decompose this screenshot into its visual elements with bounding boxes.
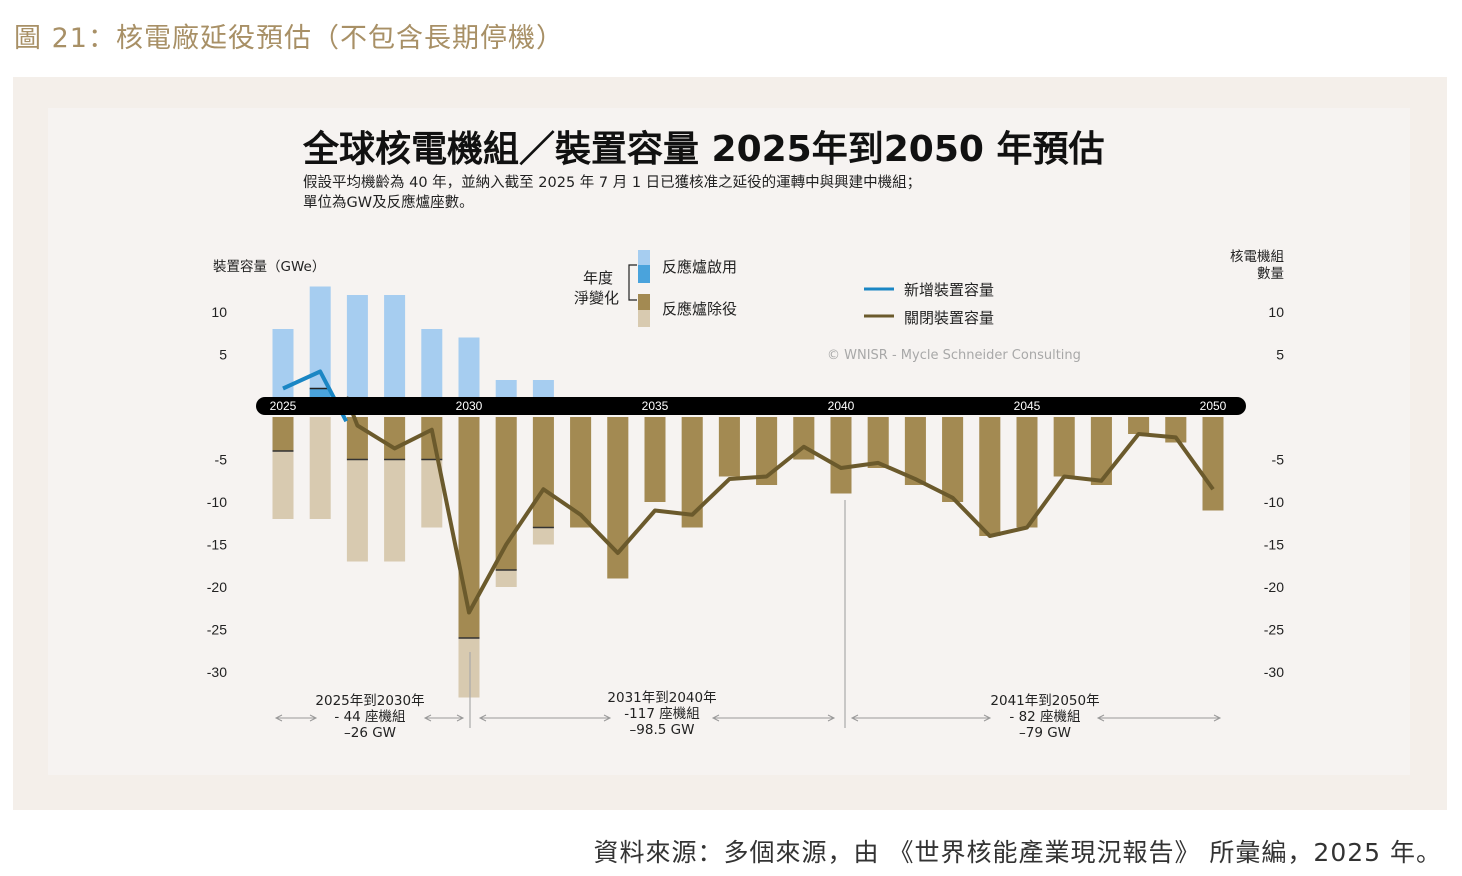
startup-bar-2027 [346,295,368,397]
net-change-bar-2040 [830,417,852,494]
year-axis-band [256,397,1246,415]
x-tick-label-2030: 2030 [456,399,483,413]
chart-subtitle-line-1: 假設平均機齡為 40 年，並納入截至 2025 年 7 月 1 日已獲核准之延役… [303,175,922,191]
period-1-annotation: 2025年到2030年 - 44 座機組 –26 GW [280,693,460,741]
period-3-arrow-left-head-left [850,714,859,722]
period-2-label: 2031年到2040年 [607,690,717,706]
legend-added-capacity: 新增裝置容量 [904,281,995,299]
right-y-tick-5: 5 [1276,347,1284,363]
left-y-tick--30: -30 [207,664,227,680]
legend-startup-net-swatch [638,265,650,283]
period-3-arrow-left-head-right [983,714,992,722]
period-1-units: - 44 座機組 [334,709,406,725]
net-change-bar-2036 [681,417,703,528]
period-2-arrow-right-head-right [827,714,836,722]
left-y-tick-5: 5 [219,347,227,363]
period-1-arrow-left-head-left [274,714,283,722]
net-change-bar-2026 [309,388,331,397]
x-tick-label-2025: 2025 [270,399,297,413]
legend-net-change-line-1: 年度 [583,269,614,287]
period-2-annotation: 2031年到2040年 -117 座機組 –98.5 GW [572,690,752,738]
right-y-tick--10: -10 [1264,494,1284,510]
left-y-tick--25: -25 [207,622,227,638]
net-change-bar-2048 [1128,417,1150,434]
startup-bar-2025 [272,329,294,397]
startup-bar-2026 [309,286,331,397]
right-y-tick--25: -25 [1264,622,1284,638]
legend-startups: 反應爐啟用 [662,258,738,276]
x-tick-label-2050: 2050 [1200,399,1227,413]
net-change-bar-2034 [607,417,629,579]
period-3-annotation: 2041年到2050年 - 82 座機組 –79 GW [955,693,1135,741]
right-y-tick--30: -30 [1264,664,1284,680]
figure-title: 圖 21：核電廠延役預估（不包含長期停機） [14,23,564,54]
period-1-capacity: –26 GW [343,725,397,741]
x-tick-label-2040: 2040 [828,399,855,413]
legend-closures: 反應爐除役 [662,300,738,318]
net-change-bar-2037 [718,417,740,477]
left-y-tick-10: 10 [211,304,227,320]
right-y-tick--5: -5 [1272,452,1285,468]
period-1-arrow-right-head-left [423,714,432,722]
net-change-bar-2035 [644,417,666,502]
net-change-bar-2043 [942,417,964,502]
left-axis-title: 裝置容量（GWe） [213,259,326,275]
period-3-arrow-right-head-left [1096,714,1105,722]
left-y-tick--10: -10 [207,494,227,510]
x-tick-label-2045: 2045 [1014,399,1041,413]
startup-bar-2030 [458,337,480,397]
net-change-bar-2041 [867,417,889,468]
period-2-arrow-left-head-right [603,714,612,722]
net-change-bar-2032 [532,417,554,528]
startup-bar-2029 [421,329,443,397]
legend-bracket [628,264,637,301]
right-y-tick--20: -20 [1264,579,1284,595]
right-y-tick-10: 10 [1268,304,1284,320]
x-tick-label-2035: 2035 [642,399,669,413]
legend-closure-net-swatch [638,294,650,310]
right-axis-title-line-2: 數量 [1257,266,1284,282]
net-change-bar-2033 [570,417,592,528]
period-2-units: -117 座機組 [624,706,700,722]
period-3-arrow-right-head-right [1213,714,1222,722]
closed-capacity-line [344,396,1215,615]
period-3-label: 2041年到2050年 [990,693,1100,709]
left-y-tick--5: -5 [215,452,228,468]
period-3-capacity: –79 GW [1018,725,1072,741]
right-y-tick--15: -15 [1264,537,1284,553]
net-change-bar-2045 [1016,417,1038,528]
period-1-label: 2025年到2030年 [315,693,425,709]
net-change-bar-2047 [1090,417,1112,485]
net-change-bar-2031 [495,417,517,570]
period-2-arrow-left-head-left [478,714,487,722]
right-axis-title-line-1: 核電機組 [1230,249,1284,265]
startup-bar-2028 [384,295,406,397]
startup-bar-2031 [495,380,517,397]
period-3-units: - 82 座機組 [1009,709,1081,725]
left-y-tick--15: -15 [207,537,227,553]
chart-credit: © WNISR - Mycle Schneider Consulting [827,348,1081,363]
net-change-bar-2044 [979,417,1001,536]
left-y-tick--20: -20 [207,579,227,595]
net-change-bar-2025 [272,417,294,451]
source-note: 資料來源：多個來源，由 《世界核能產業現況報告》 所彙編，2025 年。 [593,838,1442,867]
legend-closed-capacity: 關閉裝置容量 [904,309,995,327]
period-1-arrow-right-head-right [456,714,465,722]
net-change-bar-2038 [756,417,778,485]
net-change-bar-2050 [1202,417,1224,511]
period-2-arrow-right-head-left [711,714,720,722]
net-change-bar-2028 [384,417,406,460]
chart-subtitle-line-2: 單位為GW及反應爐座數。 [303,195,474,211]
net-change-bar-2042 [904,417,926,485]
legend-net-change-line-2: 淨變化 [574,289,620,307]
startup-bar-2032 [532,380,554,397]
chart-title: 全球核電機組／裝置容量 2025年到2050 年預估 [303,129,1105,170]
period-1-arrow-left-head-right [309,714,318,722]
period-2-capacity: –98.5 GW [629,722,695,738]
net-change-bar-2046 [1053,417,1075,477]
closure-bar-2026 [309,417,331,519]
